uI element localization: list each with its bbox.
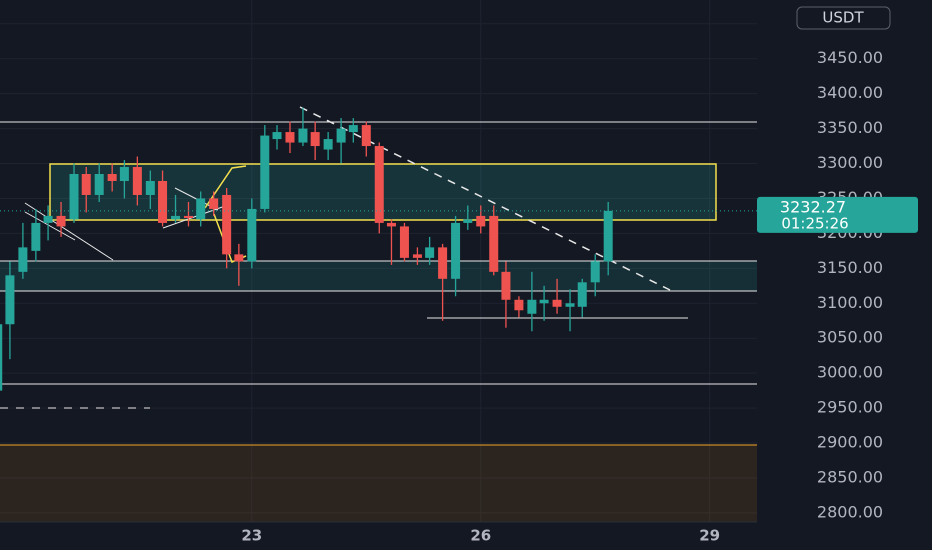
y-tick-label: 3300.00	[817, 153, 883, 172]
candle-body	[552, 299, 562, 307]
candle-body	[272, 132, 282, 140]
candle-body	[577, 282, 587, 307]
candle-body	[361, 125, 371, 147]
candle-body	[158, 180, 168, 223]
countdown-label: 01:25:26	[781, 214, 848, 232]
candle-body	[539, 299, 549, 304]
y-tick-label: 3400.00	[817, 83, 883, 102]
candle-body	[5, 275, 15, 325]
candle-body	[438, 247, 448, 279]
candle-body	[603, 210, 613, 262]
candle-body	[527, 299, 537, 314]
candle-body	[374, 146, 384, 223]
y-tick-label: 2900.00	[817, 433, 883, 452]
candle-body	[348, 125, 358, 133]
candle-body	[171, 215, 181, 220]
y-tick-label: 3050.00	[817, 328, 883, 347]
last-price-badge	[757, 196, 918, 233]
candle-body	[145, 180, 155, 195]
candle-body	[69, 174, 79, 220]
zone	[0, 261, 757, 291]
candle-body	[0, 324, 3, 391]
y-tick-label: 3100.00	[817, 293, 883, 312]
candle-body	[119, 167, 129, 181]
x-tick-label: 26	[470, 527, 491, 545]
candle-body	[247, 208, 257, 262]
trend-line	[24, 211, 76, 241]
candle-body	[298, 128, 308, 143]
x-tick-label: 29	[699, 527, 720, 545]
y-tick-label: 3350.00	[817, 118, 883, 137]
trend-line	[24, 202, 114, 261]
candle-body	[234, 254, 244, 262]
candle-body	[260, 135, 270, 209]
candle-body	[132, 167, 142, 195]
candle-body	[323, 139, 333, 150]
candle-body	[336, 128, 346, 143]
candle-body	[94, 174, 104, 195]
candle-body	[18, 247, 28, 272]
candle-body	[501, 271, 511, 300]
candle-body	[425, 247, 435, 258]
candle-body	[412, 254, 422, 258]
candle-body	[183, 215, 193, 219]
last-price-label: 3232.27	[780, 197, 846, 216]
candle-body	[451, 222, 461, 279]
candle-body	[386, 222, 396, 227]
y-tick-label: 2850.00	[817, 467, 883, 486]
candle-body	[196, 198, 206, 220]
candle-body	[399, 226, 409, 258]
currency-badge: USDT	[796, 6, 891, 30]
candle-body	[107, 174, 117, 181]
candle-body	[463, 219, 473, 223]
candle-body	[590, 261, 600, 283]
candle-body	[565, 303, 575, 307]
candles	[0, 107, 757, 391]
candle-body	[514, 299, 524, 311]
candle-body	[489, 215, 499, 272]
candle-body	[209, 198, 219, 209]
x-tick-label: 23	[241, 527, 262, 545]
y-tick-label: 2950.00	[817, 398, 883, 417]
y-tick-label: 3450.00	[817, 48, 883, 67]
currency-label: USDT	[822, 9, 864, 27]
y-tick-label: 2800.00	[817, 502, 883, 521]
candle-body	[285, 132, 295, 143]
y-tick-label: 3000.00	[817, 363, 883, 382]
candle-body	[81, 174, 91, 195]
y-tick-label: 3150.00	[817, 258, 883, 277]
badge-box	[796, 6, 891, 30]
zone	[0, 445, 757, 522]
candle-body	[56, 215, 66, 227]
candle-body	[310, 132, 320, 147]
candle-body	[476, 215, 486, 227]
candle-body	[43, 215, 53, 223]
candle-body	[222, 194, 232, 255]
candle-body	[31, 222, 41, 251]
